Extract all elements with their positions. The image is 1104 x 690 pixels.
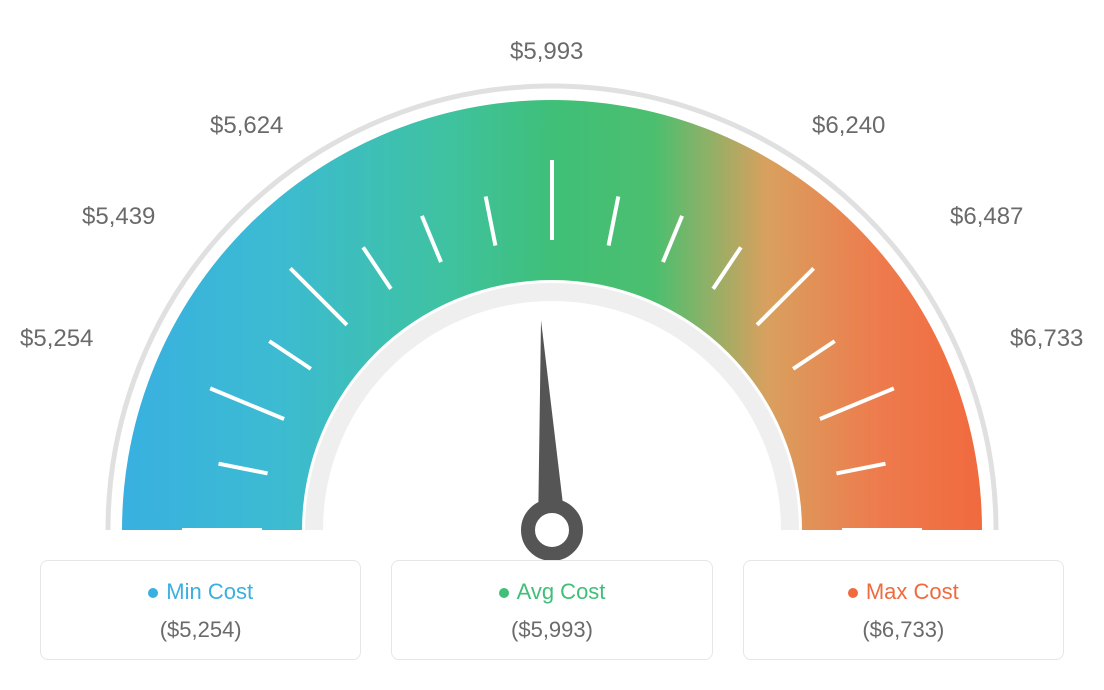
gauge-tick-label: $6,240 <box>812 112 885 140</box>
min-cost-label: Min Cost <box>166 579 253 604</box>
gauge-tick-label: $5,254 <box>20 325 93 353</box>
gauge-tick-label: $6,487 <box>950 203 1023 231</box>
gauge-tick-label: $5,624 <box>210 112 283 140</box>
gauge-area: $5,254 $5,439 $5,624 $5,993 $6,240 $6,487 $6,7… <box>0 0 1104 560</box>
min-cost-title: Min Cost <box>51 579 350 605</box>
max-cost-label: Max Cost <box>866 579 959 604</box>
gauge-chart-container: { "gauge": { "type": "gauge", "min_value… <box>0 0 1104 690</box>
avg-cost-title: Avg Cost <box>402 579 701 605</box>
dot-icon <box>848 588 858 598</box>
avg-cost-value: ($5,993) <box>402 617 701 643</box>
max-cost-value: ($6,733) <box>754 617 1053 643</box>
max-cost-title: Max Cost <box>754 579 1053 605</box>
summary-cards: Min Cost ($5,254) Avg Cost ($5,993) Max … <box>40 560 1064 660</box>
min-cost-card: Min Cost ($5,254) <box>40 560 361 660</box>
gauge-hub <box>528 506 576 554</box>
dot-icon <box>499 588 509 598</box>
min-cost-value: ($5,254) <box>51 617 350 643</box>
gauge-svg <box>0 30 1104 590</box>
gauge-tick-label: $6,733 <box>1010 325 1083 353</box>
dot-icon <box>148 588 158 598</box>
avg-cost-label: Avg Cost <box>517 579 606 604</box>
avg-cost-card: Avg Cost ($5,993) <box>391 560 712 660</box>
max-cost-card: Max Cost ($6,733) <box>743 560 1064 660</box>
gauge-tick-label: $5,439 <box>82 203 155 231</box>
gauge-tick-label: $5,993 <box>510 38 583 66</box>
